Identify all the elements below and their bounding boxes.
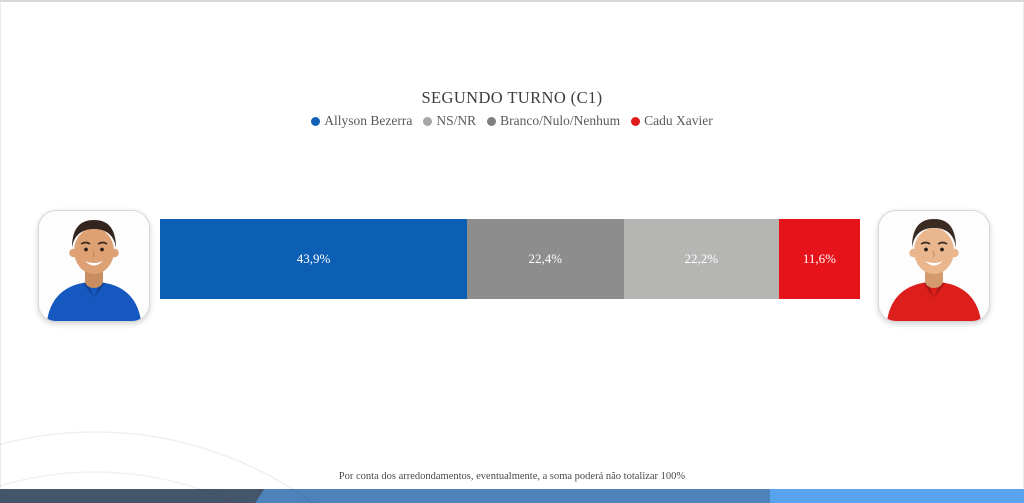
legend-dot-icon [487, 116, 497, 126]
legend-item-3: Cadu Xavier [631, 113, 713, 129]
bar-segment-value: 22,2% [684, 251, 719, 266]
candidate-avatar-right-icon [879, 211, 989, 321]
candidate-photo-allyson-bezerra [38, 210, 150, 322]
legend-label: Branco/Nulo/Nenhum [500, 113, 621, 128]
legend-item-2: Branco/Nulo/Nenhum [487, 113, 620, 129]
candidate-avatar-left-icon [39, 211, 149, 321]
bar-segment-1: 22,4% [467, 219, 624, 299]
bar-segment-value: 11,6% [802, 251, 836, 266]
legend-label: Allyson Bezerra [324, 113, 413, 128]
legend-item-0: Allyson Bezerra [311, 113, 412, 129]
bar-segment-3: 11,6% [778, 219, 861, 299]
rounding-disclaimer: Por conta dos arredondamentos, eventualm… [338, 471, 686, 482]
legend-dot-icon [311, 116, 321, 126]
stacked-bar: 43,9% 22,4% 22,2% 11,6% [160, 219, 861, 299]
legend-item-1: NS/NR [423, 113, 476, 129]
candidate-photo-cadu-xavier [878, 210, 990, 322]
legend: Allyson Bezerra NS/NR Branco/Nulo/Nenhum Ca… [0, 113, 1024, 129]
bar-segment-2: 22,2% [623, 219, 779, 299]
legend-dot-icon [423, 116, 433, 126]
strip-segment-0 [0, 489, 264, 503]
chart-title: SEGUNDO TURNO (C1) [421, 88, 603, 107]
strip-segment-1 [254, 489, 771, 503]
legend-label: NS/NR [436, 113, 477, 128]
bar-segment-0: 43,9% [160, 219, 467, 299]
legend-dot-icon [631, 116, 641, 126]
bar-segment-value: 43,9% [296, 251, 331, 266]
bar-segment-value: 22,4% [528, 251, 563, 266]
legend-label: Cadu Xavier [644, 113, 713, 128]
strip-segment-2 [770, 489, 1024, 503]
bottom-decor-strip [0, 489, 1024, 503]
